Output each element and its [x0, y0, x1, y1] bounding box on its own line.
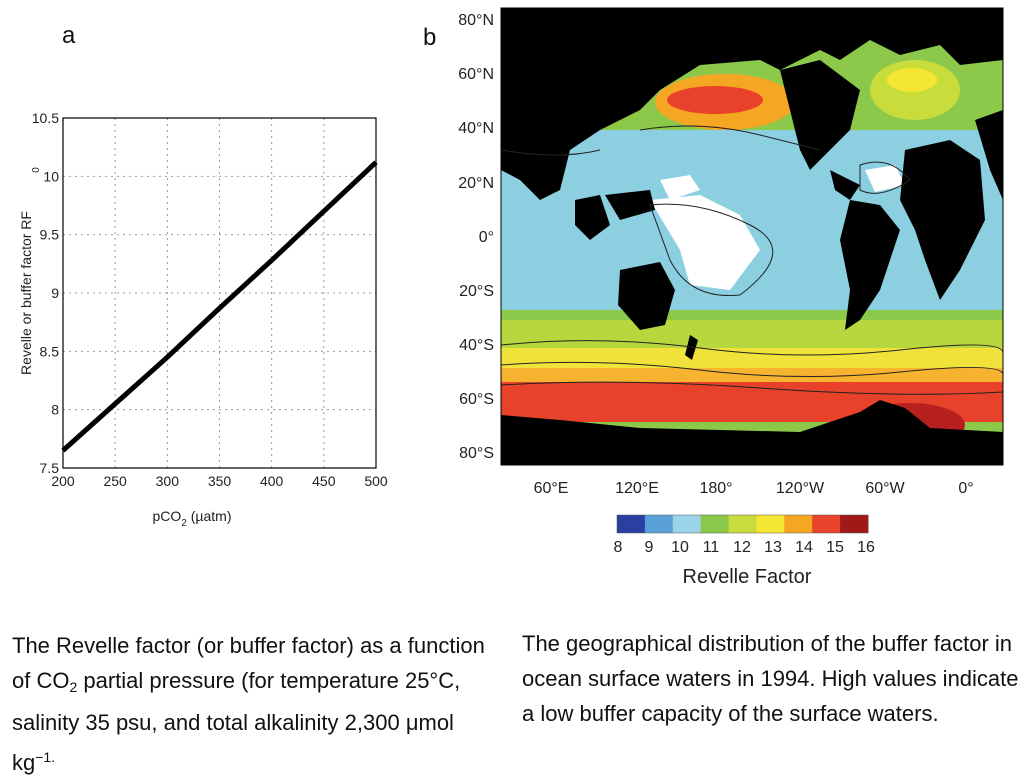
longitude-label: 120°W	[776, 480, 825, 497]
ocean-band-50s	[501, 368, 1003, 384]
colorbar-segment	[644, 515, 674, 533]
latitude-label: 80°S	[459, 445, 494, 462]
latitude-label: 20°S	[459, 283, 494, 300]
y-tick-label: 7.5	[40, 460, 60, 476]
x-tick-label: 200	[51, 473, 75, 489]
colorbar-segment	[756, 515, 785, 533]
x-tick-label: 500	[364, 473, 388, 489]
latitude-label: 40°N	[458, 120, 494, 137]
chart-grid	[63, 118, 376, 468]
contour-lines	[501, 125, 1003, 395]
longitude-label: 60°E	[534, 480, 569, 497]
y-tick-label: 8	[51, 402, 59, 418]
latitude-label: 0°	[479, 229, 494, 246]
colorbar-segment	[672, 515, 702, 533]
y-tick-labels: 7.5 8 8.5 9 9.5 10 10.5	[32, 110, 59, 476]
ocean-field	[501, 8, 1003, 465]
x-tick-label: 250	[103, 473, 127, 489]
latitude-label: 20°N	[458, 175, 494, 192]
panel-a-letter: a	[62, 22, 76, 49]
latitude-labels: 80°N 60°N 40°N 20°N 0° 20°S 40°S 60°S 80°S	[458, 12, 494, 462]
x-tick-labels: 200 250 300 350 400 450 500	[51, 473, 388, 489]
colorbar-frame	[616, 514, 869, 534]
colorbar-segment	[784, 515, 813, 533]
revelle-factor-series-line	[61, 160, 378, 453]
caption-panel-a: The Revelle factor (or buffer factor) as…	[12, 633, 485, 775]
x-tick-label: 400	[260, 473, 284, 489]
x-tick-label: 300	[156, 473, 180, 489]
revelle-factor-world-map: 80°N 60°N 40°N 20°N 0° 20°S 40°S 60°S 80°S 60°E 1…	[458, 7, 1004, 588]
colorbar-tick-label: 9	[645, 539, 654, 556]
x-axis-label: pCO2 (µatm)	[153, 508, 232, 529]
longitude-label: 60°W	[865, 480, 905, 497]
y-tick-label: 9.5	[40, 227, 60, 243]
caption-panel-b: The geographical distribution of the buf…	[522, 631, 1019, 726]
south-pacific-low-region	[650, 195, 760, 290]
colorbar-tick-label: 8	[614, 539, 623, 556]
y-axis-label: Revelle or buffer factor RF	[18, 211, 34, 375]
colorbar-segment	[700, 515, 730, 533]
colorbar-tick-label: 13	[764, 539, 782, 556]
north-atlantic-low-region	[865, 165, 905, 192]
map-frame	[500, 7, 1004, 466]
latitude-label: 60°N	[458, 66, 494, 83]
latitude-label: 40°S	[459, 337, 494, 354]
colorbar-tick-label: 14	[795, 539, 813, 556]
latitude-label: 60°S	[459, 391, 494, 408]
colorbar-segment	[728, 515, 757, 533]
colorbar-tick-label: 10	[671, 539, 689, 556]
y-tick-label: 9	[51, 285, 59, 301]
ocean-band-40s	[501, 320, 1003, 350]
ocean-band-45s	[501, 348, 1003, 370]
longitude-label: 0°	[958, 480, 973, 497]
y-tick-label: 8.5	[40, 343, 60, 359]
colorbar-tick-label: 16	[857, 539, 875, 556]
longitude-label: 120°E	[615, 480, 659, 497]
plot-frame	[62, 117, 377, 469]
x-tick-label: 450	[312, 473, 336, 489]
colorbar	[616, 514, 869, 534]
x-tick-label: 350	[208, 473, 232, 489]
colorbar-tick-label: 12	[733, 539, 751, 556]
colorbar-segment	[812, 515, 841, 533]
colorbar-tick-label: 11	[703, 539, 720, 556]
longitude-labels: 60°E 120°E 180° 120°W 60°W 0°	[534, 480, 974, 497]
latitude-label: 80°N	[458, 12, 494, 29]
colorbar-tick-label: 15	[826, 539, 844, 556]
colorbar-segment	[840, 515, 869, 533]
colorbar-segment	[617, 515, 646, 533]
colorbar-tick-labels: 8 9 10 11 12 13 14 15 16	[614, 539, 875, 556]
panel-b-letter: b	[423, 24, 437, 51]
y-tick-label: 10	[43, 168, 59, 184]
y-tick-label: 10.5	[32, 110, 59, 126]
longitude-label: 180°	[699, 480, 732, 497]
colorbar-title: Revelle Factor	[683, 566, 812, 588]
land-masses	[501, 8, 1003, 465]
y-axis-label-subscript: 0	[31, 167, 42, 173]
